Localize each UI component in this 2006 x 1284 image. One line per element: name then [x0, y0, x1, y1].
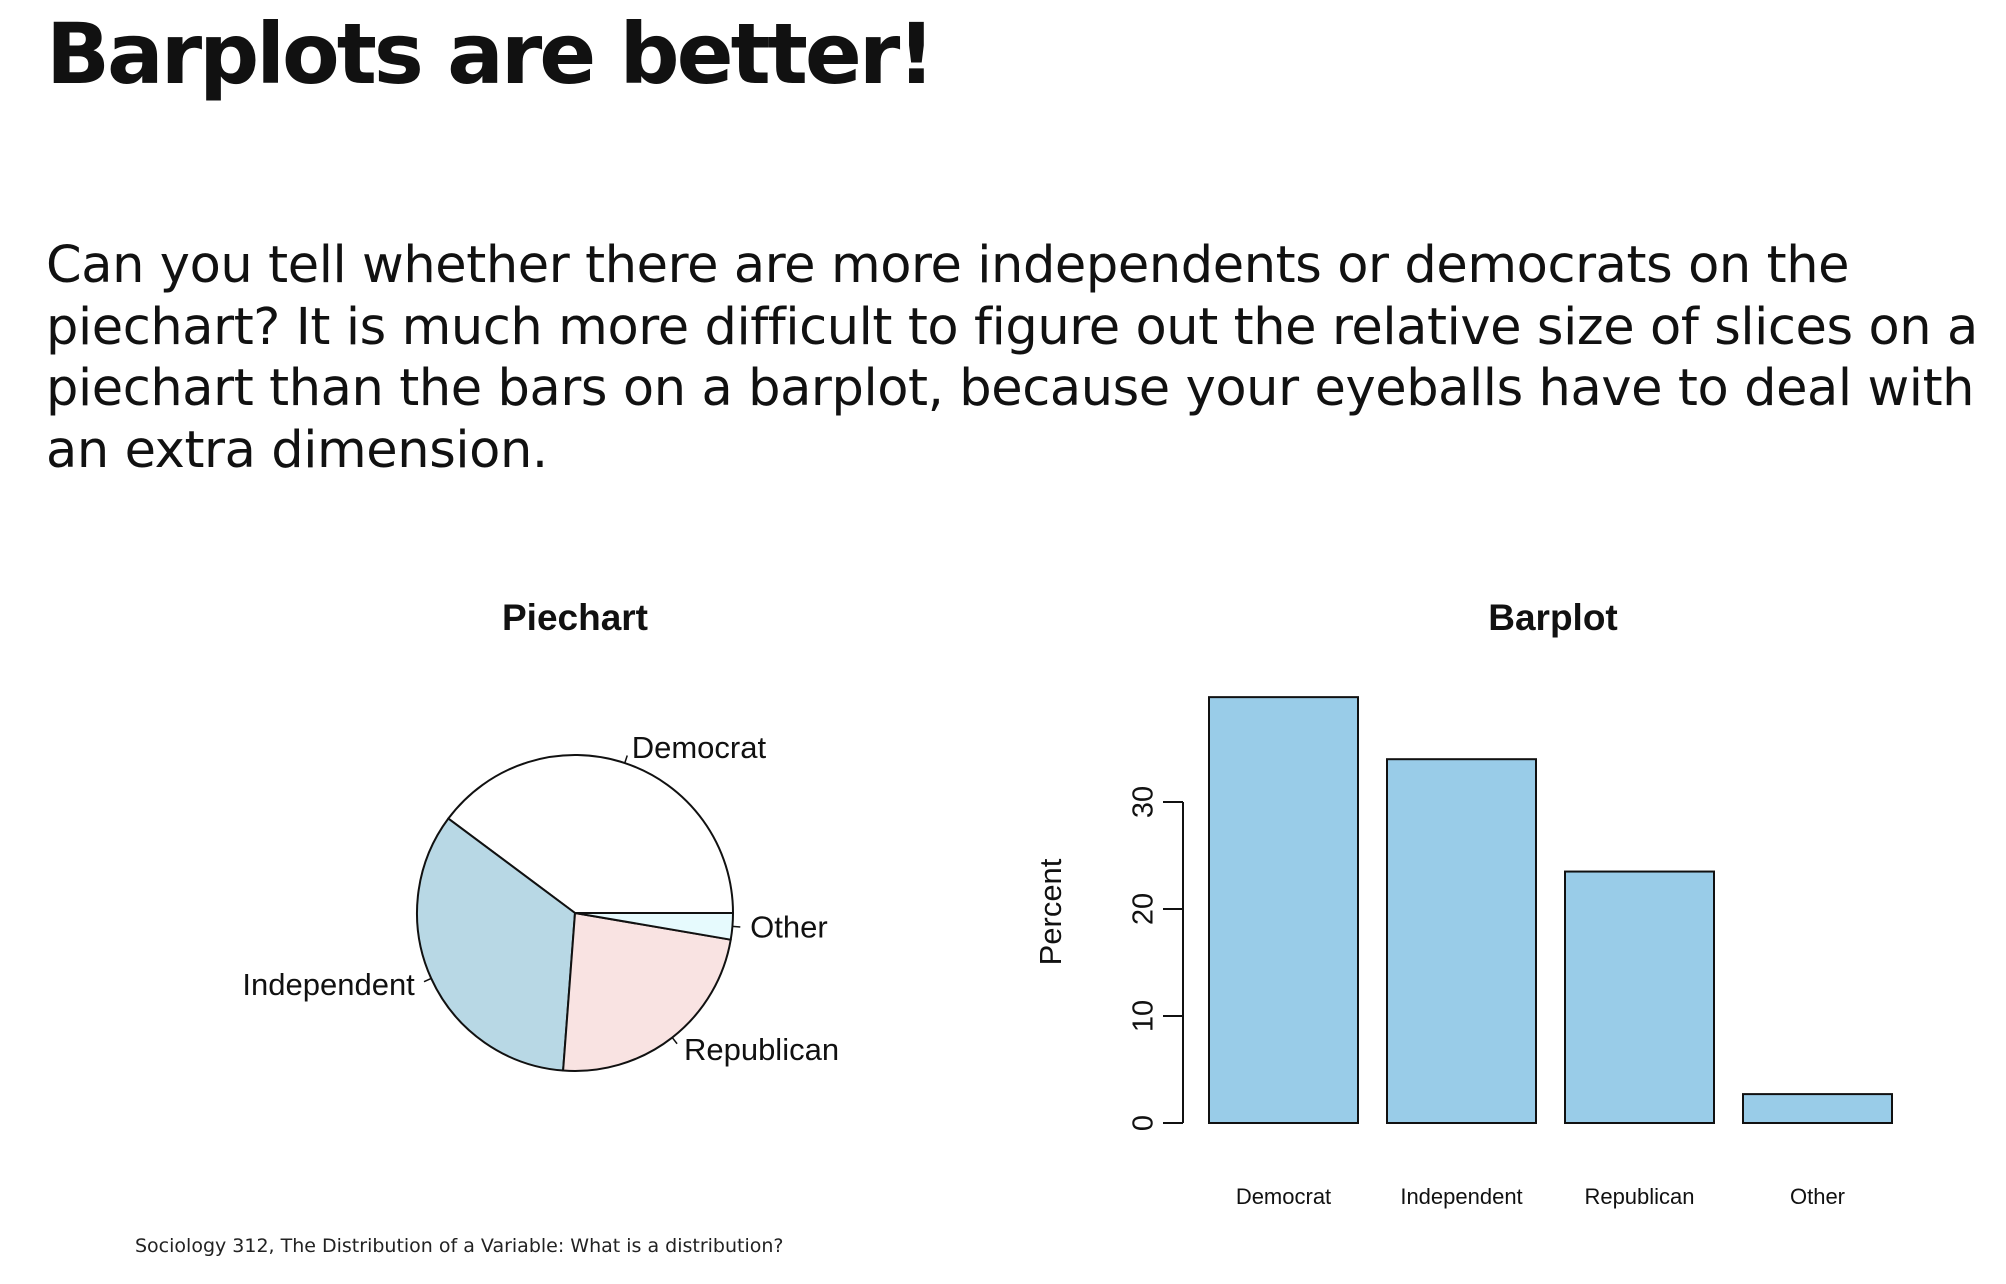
x-label-independent: Independent	[1400, 1184, 1522, 1209]
bar-other	[1742, 1093, 1893, 1124]
slide-footer: Sociology 312, The Distribution of a Var…	[135, 1235, 784, 1257]
piechart: Piechart Democrat Independent Republican Ot…	[242, 597, 839, 1072]
pie-label-other: Other	[750, 910, 828, 945]
pie-label-tick-other	[732, 925, 741, 928]
y-axis-label: Percent	[1033, 858, 1068, 965]
pie-slices	[416, 754, 734, 1072]
y-tick-label-10: 10	[1128, 1000, 1160, 1032]
bar-democrat	[1208, 696, 1359, 1124]
x-label-republican: Republican	[1584, 1184, 1694, 1209]
pie-slice-other	[574, 912, 734, 941]
bars	[1208, 696, 1893, 1124]
y-tick-label-20: 20	[1128, 893, 1160, 925]
pie-label-independent: Independent	[242, 967, 415, 1002]
pie-slice-independent	[416, 817, 576, 1072]
x-label-democrat: Democrat	[1236, 1184, 1331, 1209]
pie-label-tick-republican	[671, 1037, 678, 1045]
x-label-other: Other	[1790, 1184, 1845, 1209]
bar-republican	[1564, 870, 1715, 1124]
pie-label-tick-independent	[423, 977, 432, 983]
slide-body-text: Can you tell whether there are more inde…	[46, 236, 1978, 480]
pie-slice-republican	[562, 912, 732, 1072]
piechart-title: Piechart	[502, 597, 648, 638]
y-tick-label-30: 30	[1128, 786, 1160, 818]
pie-label-republican: Republican	[684, 1032, 839, 1067]
bar-independent	[1386, 758, 1537, 1124]
pie-labels: Democrat Independent Republican Other	[242, 730, 839, 1067]
x-axis-labels: Democrat Independent Republican Other	[1236, 1184, 1845, 1209]
barplot: Barplot Percent 0 10 20 30 Democrat Independ…	[1033, 597, 1893, 1209]
y-tick-label-0: 0	[1128, 1115, 1160, 1131]
pie-label-tick-democrat	[624, 755, 628, 764]
barplot-title: Barplot	[1488, 597, 1618, 638]
y-axis: 0 10 20 30	[1128, 786, 1184, 1131]
pie-label-democrat: Democrat	[632, 730, 767, 765]
slide-title: Barplots are better!	[46, 5, 936, 103]
